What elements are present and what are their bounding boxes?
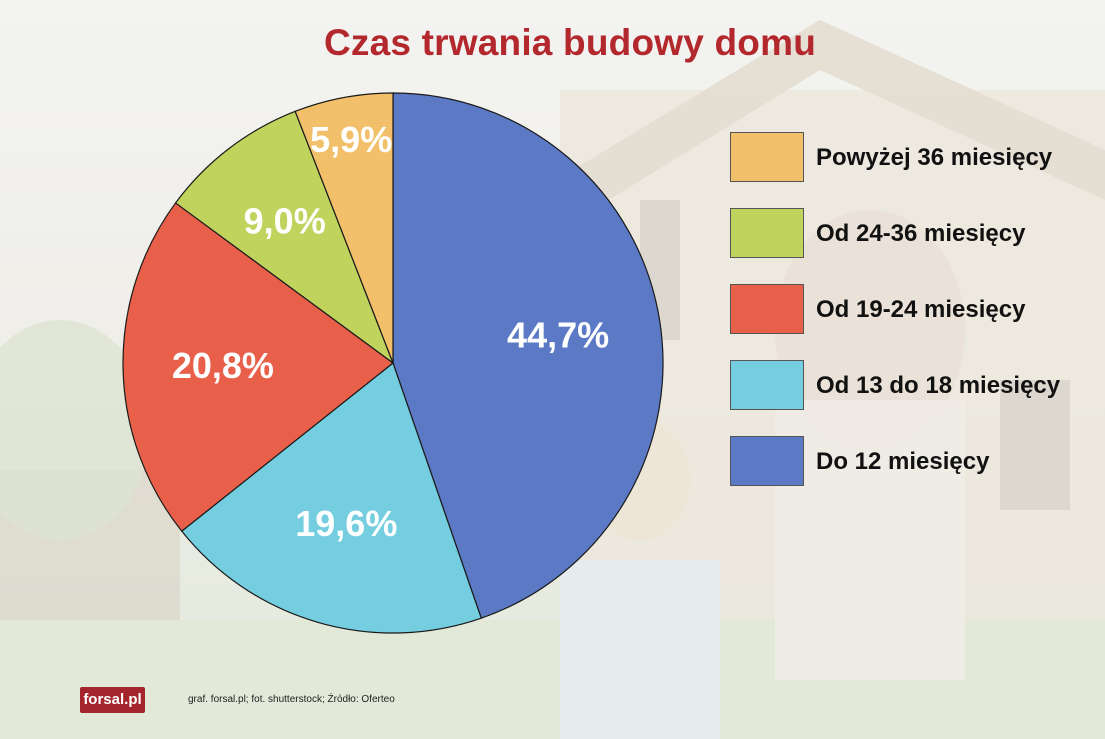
legend-label: Powyżej 36 miesięcy xyxy=(816,144,1053,171)
legend-swatch xyxy=(730,436,804,486)
slice-value-label: 9,0% xyxy=(244,201,326,242)
chart-title: Czas trwania budowy domu xyxy=(323,22,816,63)
pie-slice xyxy=(122,202,394,532)
slice-value-label: 44,7% xyxy=(507,314,609,355)
legend-swatch xyxy=(730,208,804,258)
slice-value-label: 20,8% xyxy=(172,345,274,386)
source-credit: graf. forsal.pl; fot. shutterstock; Źród… xyxy=(188,694,395,705)
pie-slice xyxy=(294,92,394,364)
legend-swatch xyxy=(730,360,804,410)
pie-slice xyxy=(174,110,395,365)
legend-label: Od 13 do 18 miesięcy xyxy=(816,372,1061,399)
legend-swatch xyxy=(730,284,804,334)
legend-label: Do 12 miesięcy xyxy=(816,448,990,475)
slice-value-label: 19,6% xyxy=(295,503,397,544)
legend-swatch xyxy=(730,132,804,182)
slice-value-label: 5,9% xyxy=(310,119,392,160)
pie-slice xyxy=(180,362,483,634)
forsal-logo[interactable]: forsal.pl xyxy=(80,687,145,713)
pie-slice xyxy=(392,92,664,619)
legend-label: Od 19-24 miesięcy xyxy=(816,296,1026,323)
legend-label: Od 24-36 miesięcy xyxy=(816,220,1026,247)
